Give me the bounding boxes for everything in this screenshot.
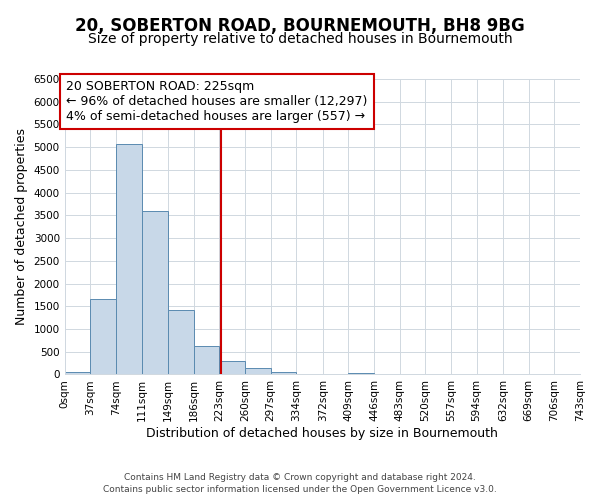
Bar: [65, 372, 91, 374]
Bar: [349, 373, 374, 374]
Bar: [245, 368, 271, 374]
Y-axis label: Number of detached properties: Number of detached properties: [15, 128, 28, 325]
Text: Contains HM Land Registry data © Crown copyright and database right 2024.: Contains HM Land Registry data © Crown c…: [124, 473, 476, 482]
Bar: [142, 211, 168, 374]
Bar: [91, 300, 116, 374]
X-axis label: Distribution of detached houses by size in Bournemouth: Distribution of detached houses by size …: [146, 427, 498, 440]
Text: Contains public sector information licensed under the Open Government Licence v3: Contains public sector information licen…: [103, 486, 497, 494]
Text: 20, SOBERTON ROAD, BOURNEMOUTH, BH8 9BG: 20, SOBERTON ROAD, BOURNEMOUTH, BH8 9BG: [75, 18, 525, 36]
Text: Size of property relative to detached houses in Bournemouth: Size of property relative to detached ho…: [88, 32, 512, 46]
Text: 20 SOBERTON ROAD: 225sqm
← 96% of detached houses are smaller (12,297)
4% of sem: 20 SOBERTON ROAD: 225sqm ← 96% of detach…: [66, 80, 367, 123]
Bar: [168, 310, 194, 374]
Bar: [271, 372, 296, 374]
Bar: [116, 144, 142, 374]
Bar: [220, 361, 245, 374]
Bar: [194, 346, 220, 374]
